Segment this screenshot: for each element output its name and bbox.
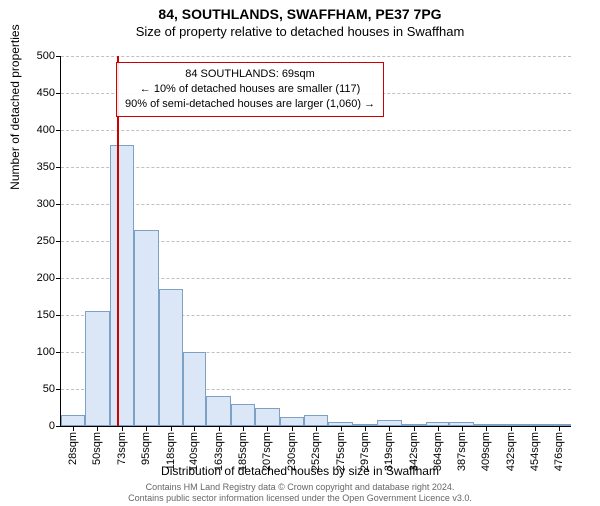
grid-line (61, 204, 571, 205)
reference-annotation: 84 SOUTHLANDS: 69sqm ← 10% of detached h… (116, 62, 384, 117)
x-tick-mark (341, 426, 342, 431)
footer-line: Contains public sector information licen… (0, 493, 600, 504)
histogram-bar (159, 289, 183, 426)
x-tick-mark (219, 426, 220, 431)
page-title: 84, SOUTHLANDS, SWAFFHAM, PE37 7PG (0, 6, 600, 22)
y-tick-label: 500 (37, 50, 61, 62)
x-tick-mark (267, 426, 268, 431)
annotation-line: ← 10% of detached houses are smaller (11… (125, 82, 375, 97)
grid-line (61, 56, 571, 57)
histogram-chart: 05010015020025030035040045050028sqm50sqm… (60, 56, 571, 427)
histogram-bar (206, 396, 231, 426)
x-tick-label: 73sqm (116, 432, 128, 465)
x-tick-mark (243, 426, 244, 431)
annotation-line: 84 SOUTHLANDS: 69sqm (125, 67, 375, 82)
x-tick-mark (316, 426, 317, 431)
x-tick-mark (146, 426, 147, 431)
histogram-bar (280, 417, 304, 426)
x-tick-mark (535, 426, 536, 431)
y-tick-label: 50 (43, 383, 61, 395)
x-tick-mark (511, 426, 512, 431)
x-axis-label: Distribution of detached houses by size … (0, 464, 600, 478)
annotation-line: 90% of semi-detached houses are larger (… (125, 97, 375, 112)
histogram-bar (85, 311, 110, 426)
x-tick-mark (462, 426, 463, 431)
histogram-bar (231, 404, 255, 426)
y-tick-label: 300 (37, 198, 61, 210)
x-tick-label: 28sqm (67, 432, 79, 465)
x-tick-mark (194, 426, 195, 431)
x-tick-mark (73, 426, 74, 431)
x-tick-label: 95sqm (140, 432, 152, 465)
y-tick-label: 200 (37, 272, 61, 284)
y-tick-label: 400 (37, 124, 61, 136)
histogram-bar (61, 415, 85, 426)
y-tick-label: 250 (37, 235, 61, 247)
x-tick-mark (559, 426, 560, 431)
x-tick-mark (414, 426, 415, 431)
histogram-bar (304, 415, 328, 426)
histogram-bar (183, 352, 207, 426)
x-tick-mark (171, 426, 172, 431)
y-axis-label: Number of detached properties (8, 24, 22, 189)
y-tick-label: 150 (37, 309, 61, 321)
x-tick-mark (122, 426, 123, 431)
histogram-bar (110, 145, 134, 426)
y-tick-label: 450 (37, 87, 61, 99)
y-tick-label: 0 (49, 420, 61, 432)
histogram-bar (255, 408, 280, 427)
x-tick-mark (365, 426, 366, 431)
y-tick-label: 100 (37, 346, 61, 358)
page-subtitle: Size of property relative to detached ho… (0, 24, 600, 39)
grid-line (61, 130, 571, 131)
grid-line (61, 167, 571, 168)
x-tick-mark (97, 426, 98, 431)
x-tick-mark (292, 426, 293, 431)
histogram-bar (134, 230, 159, 426)
x-tick-mark (389, 426, 390, 431)
x-tick-label: 50sqm (91, 432, 103, 465)
y-tick-label: 350 (37, 161, 61, 173)
x-tick-mark (486, 426, 487, 431)
footer-line: Contains HM Land Registry data © Crown c… (0, 482, 600, 493)
footer-attribution: Contains HM Land Registry data © Crown c… (0, 482, 600, 504)
x-tick-mark (438, 426, 439, 431)
